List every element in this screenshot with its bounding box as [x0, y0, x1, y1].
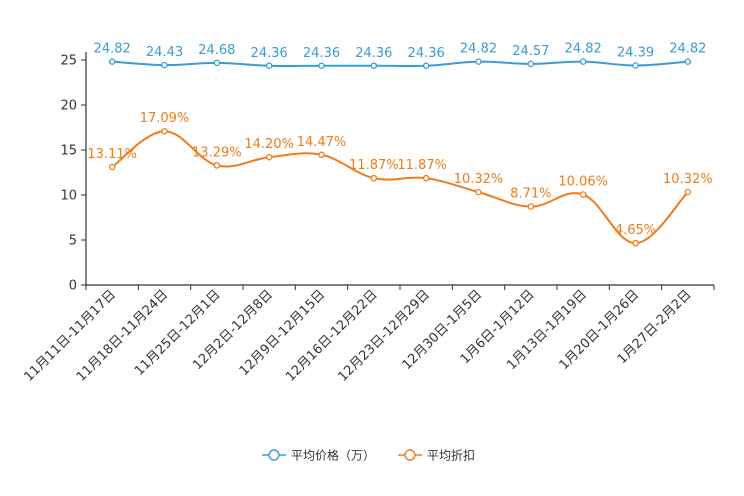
- data-point: [318, 151, 325, 159]
- data-label: 13.11%: [87, 147, 137, 162]
- data-label: 24.68: [198, 43, 235, 58]
- data-point: [213, 162, 221, 169]
- data-point: [108, 58, 116, 65]
- data-point: [632, 239, 639, 247]
- data-point: [579, 191, 587, 198]
- y-tick-label: 10: [60, 189, 77, 204]
- data-label: 11.87%: [349, 158, 399, 173]
- data-point: [370, 62, 378, 70]
- legend-item-avg-discount[interactable]: 平均折扣: [398, 448, 475, 463]
- data-label: 8.71%: [510, 187, 551, 202]
- y-tick-label: 5: [69, 234, 77, 249]
- data-label: 4.65%: [615, 223, 656, 238]
- y-tick-label: 0: [69, 279, 77, 294]
- series-avg-discount: [108, 127, 692, 247]
- legend: 平均价格（万） 平均折扣: [262, 448, 475, 463]
- data-label: 10.32%: [454, 172, 504, 187]
- data-label: 10.06%: [558, 174, 608, 189]
- x-tick-label: 12月16日-12月22日: [283, 287, 380, 384]
- legend-label: 平均价格（万）: [291, 448, 375, 463]
- data-point: [265, 153, 273, 161]
- series-line: [112, 60, 688, 68]
- legend-marker: [404, 449, 416, 461]
- legend-item-avg-price[interactable]: 平均价格（万）: [262, 448, 375, 463]
- data-point: [684, 58, 692, 65]
- data-point: [370, 174, 378, 182]
- legend-marker: [268, 449, 280, 461]
- data-point: [318, 62, 325, 70]
- data-point: [475, 58, 482, 65]
- data-label: 24.82: [460, 42, 497, 57]
- data-label: 24.82: [94, 42, 131, 57]
- data-point: [161, 127, 168, 135]
- data-point: [527, 203, 535, 210]
- data-labels: 24.82 24.43 24.68 24.36 24.36 24.36 24.36 24.82…: [87, 42, 712, 239]
- series-avg-price: [108, 58, 692, 70]
- data-point: [265, 62, 273, 70]
- data-label: 17.09%: [140, 111, 190, 126]
- data-label: 14.20%: [244, 137, 294, 152]
- data-label: 24.36: [355, 46, 392, 61]
- data-label: 13.29%: [192, 145, 242, 160]
- series-line: [111, 130, 689, 245]
- data-label: 24.36: [408, 46, 445, 61]
- data-point: [475, 188, 482, 196]
- data-label: 10.32%: [663, 172, 713, 187]
- data-point: [579, 58, 587, 65]
- x-tick-label: 11月18日-11月24日: [74, 287, 171, 384]
- data-point: [108, 163, 116, 171]
- data-point: [422, 174, 430, 182]
- data-label: 24.82: [669, 42, 706, 57]
- data-label: 24.82: [565, 42, 602, 57]
- data-label: 24.36: [303, 46, 340, 61]
- data-label: 11.87%: [397, 158, 447, 173]
- data-label: 24.36: [251, 46, 288, 61]
- data-label: 24.39: [617, 45, 654, 60]
- x-tick-label: 12月23日-12月29日: [336, 287, 433, 384]
- data-point: [632, 62, 639, 69]
- y-tick-label: 20: [60, 99, 77, 114]
- axes: 051015202511月11日-11月17日11月18日-11月24日11月2…: [22, 52, 715, 385]
- y-tick-label: 25: [60, 54, 77, 69]
- data-point: [527, 60, 535, 68]
- x-tick-label: 11月11日-11月17日: [22, 287, 119, 384]
- series-layer: [108, 58, 692, 247]
- data-point: [161, 61, 168, 69]
- data-label: 24.57: [512, 44, 549, 59]
- data-label: 24.43: [146, 45, 183, 60]
- data-point: [422, 62, 430, 70]
- data-label: 14.47%: [297, 135, 347, 150]
- data-point: [684, 188, 692, 196]
- y-tick-label: 15: [60, 144, 77, 159]
- legend-label: 平均折扣: [427, 448, 475, 463]
- data-point: [213, 59, 221, 67]
